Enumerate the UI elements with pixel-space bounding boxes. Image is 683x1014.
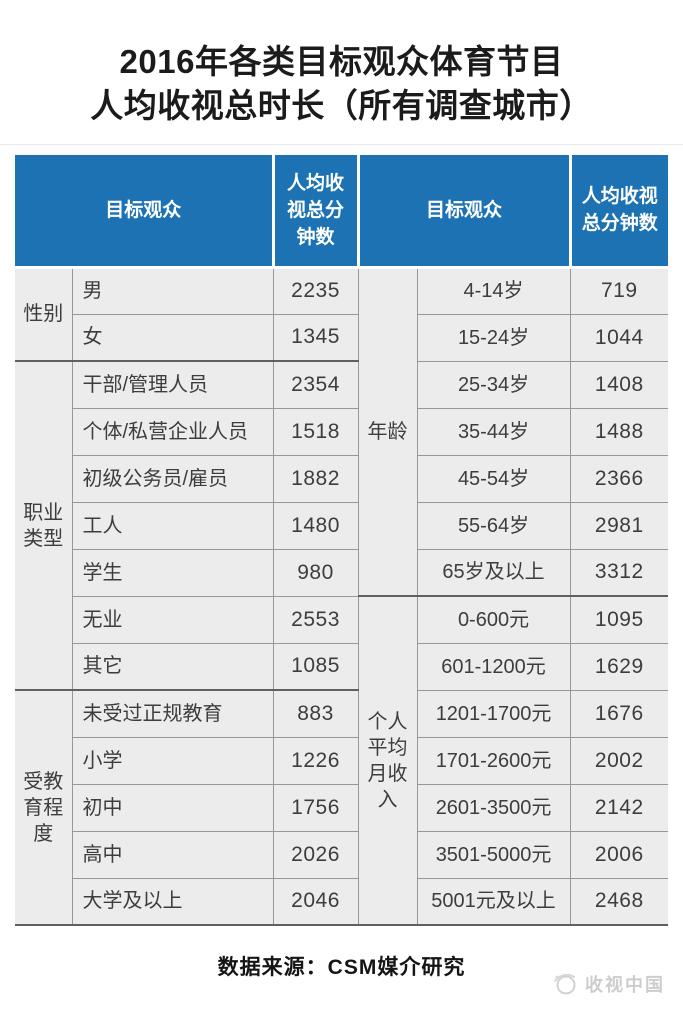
table-row: 其它 1085 601-1200元 1629 bbox=[15, 642, 669, 690]
value-cell-right: 1676 bbox=[569, 689, 669, 737]
table-row: 个体/私营企业人员 1518 35-44岁 1488 bbox=[15, 407, 669, 455]
group-label-left: 性别 bbox=[15, 266, 72, 361]
title-divider bbox=[0, 144, 683, 145]
category-cell-right: 65岁及以上 bbox=[416, 548, 571, 596]
table-row: 受教育程度 未受过正规教育 883 1201-1700元 1676 bbox=[15, 689, 669, 925]
data-source: 数据来源：CSM媒介研究 bbox=[217, 956, 466, 979]
category-cell-left: 男 bbox=[71, 266, 274, 314]
header-minutes-left: 人均收视总分钟数 bbox=[271, 155, 359, 269]
category-cell-right: 2601-3500元 bbox=[416, 783, 571, 831]
value-cell-left: 1345 bbox=[272, 313, 359, 361]
title-line-1: 2016年各类目标观众体育节目 bbox=[119, 43, 564, 80]
value-cell-left: 1085 bbox=[272, 642, 359, 690]
table-row: 无业 2553 个人平均月收入 0-600元 1095 bbox=[15, 595, 669, 925]
value-cell-left: 883 bbox=[272, 689, 359, 737]
value-cell-right: 1095 bbox=[569, 595, 669, 643]
category-cell-left: 未受过正规教育 bbox=[71, 689, 274, 737]
value-cell-left: 2046 bbox=[272, 877, 359, 925]
header-row: 目标观众 人均收视总分钟数 目标观众 人均收视总分钟数 bbox=[15, 155, 669, 269]
header-minutes-right: 人均收视总分钟数 bbox=[568, 155, 669, 269]
data-table: 目标观众 人均收视总分钟数 目标观众 人均收视总分钟数 性别男 2235 年龄 4-1… bbox=[15, 155, 669, 926]
category-cell-left: 学生 bbox=[71, 548, 274, 596]
category-cell-right: 5001元及以上 bbox=[416, 877, 571, 925]
value-cell-right: 2002 bbox=[569, 736, 669, 784]
table-row: 职业类型 干部/管理人员 2354 25-34岁 1408 bbox=[15, 360, 669, 690]
value-cell-right: 1408 bbox=[569, 360, 669, 408]
value-cell-right: 2468 bbox=[569, 877, 669, 925]
category-cell-left: 工人 bbox=[71, 501, 274, 549]
category-cell-right: 45-54岁 bbox=[416, 454, 571, 502]
table-body: 性别男 2235 年龄 4-14岁 719 女 1345 15-24岁 1044 职业类型 干部/管… bbox=[15, 266, 669, 925]
watermark: 收视中国 bbox=[552, 971, 665, 997]
group-label-left: 职业类型 bbox=[15, 360, 72, 690]
table-row: 大学及以上 2046 5001元及以上 2468 bbox=[15, 877, 669, 925]
value-cell-left: 1518 bbox=[272, 407, 359, 455]
value-cell-left: 2235 bbox=[272, 266, 359, 314]
category-cell-right: 15-24岁 bbox=[416, 313, 571, 361]
value-cell-left: 1882 bbox=[272, 454, 359, 502]
table-row: 工人 1480 55-64岁 2981 bbox=[15, 501, 669, 549]
category-cell-left: 初级公务员/雇员 bbox=[71, 454, 274, 502]
category-cell-right: 35-44岁 bbox=[416, 407, 571, 455]
watermark-text: 收视中国 bbox=[585, 975, 665, 995]
category-cell-right: 0-600元 bbox=[416, 595, 571, 643]
category-cell-right: 1701-2600元 bbox=[416, 736, 571, 784]
table-row: 高中 2026 3501-5000元 2006 bbox=[15, 830, 669, 878]
category-cell-right: 1201-1700元 bbox=[416, 689, 571, 737]
category-cell-left: 个体/私营企业人员 bbox=[71, 407, 274, 455]
category-cell-left: 无业 bbox=[71, 595, 274, 643]
value-cell-left: 1226 bbox=[272, 736, 359, 784]
table-header: 目标观众 人均收视总分钟数 目标观众 人均收视总分钟数 bbox=[15, 155, 669, 269]
category-cell-left: 高中 bbox=[71, 830, 274, 878]
globe-logo-icon bbox=[554, 973, 576, 995]
category-cell-left: 初中 bbox=[71, 783, 274, 831]
value-cell-right: 1488 bbox=[569, 407, 669, 455]
category-cell-left: 小学 bbox=[71, 736, 274, 784]
value-cell-left: 2026 bbox=[272, 830, 359, 878]
header-audience-right: 目标观众 bbox=[356, 155, 571, 269]
value-cell-left: 1480 bbox=[272, 501, 359, 549]
table-row: 性别男 2235 年龄 4-14岁 719 bbox=[15, 266, 669, 596]
category-cell-left: 干部/管理人员 bbox=[71, 360, 274, 408]
value-cell-left: 2553 bbox=[272, 595, 359, 643]
value-cell-left: 980 bbox=[272, 548, 359, 596]
value-cell-right: 1629 bbox=[569, 642, 669, 690]
category-cell-left: 其它 bbox=[71, 642, 274, 690]
category-cell-right: 601-1200元 bbox=[416, 642, 571, 690]
category-cell-right: 25-34岁 bbox=[416, 360, 571, 408]
table-row: 小学 1226 1701-2600元 2002 bbox=[15, 736, 669, 784]
title-line-2: 人均收视总时长（所有调查城市） bbox=[90, 87, 593, 124]
value-cell-right: 2366 bbox=[569, 454, 669, 502]
category-cell-right: 4-14岁 bbox=[416, 266, 571, 314]
table-row: 初中 1756 2601-3500元 2142 bbox=[15, 783, 669, 831]
category-cell-left: 女 bbox=[71, 313, 274, 361]
value-cell-right: 2006 bbox=[569, 830, 669, 878]
group-label-right: 年龄 bbox=[357, 266, 418, 596]
value-cell-right: 719 bbox=[569, 266, 669, 314]
value-cell-left: 1756 bbox=[272, 783, 359, 831]
category-cell-left: 大学及以上 bbox=[71, 877, 274, 925]
group-label-right: 个人平均月收入 bbox=[357, 595, 418, 925]
page-title: 2016年各类目标观众体育节目 人均收视总时长（所有调查城市） bbox=[0, 40, 683, 128]
table-row: 女 1345 15-24岁 1044 bbox=[15, 313, 669, 361]
value-cell-right: 3312 bbox=[569, 548, 669, 596]
table-row: 初级公务员/雇员 1882 45-54岁 2366 bbox=[15, 454, 669, 502]
value-cell-right: 2981 bbox=[569, 501, 669, 549]
category-cell-right: 3501-5000元 bbox=[416, 830, 571, 878]
value-cell-right: 1044 bbox=[569, 313, 669, 361]
group-label-left: 受教育程度 bbox=[15, 689, 72, 925]
table-row: 学生 980 65岁及以上 3312 bbox=[15, 548, 669, 596]
header-audience-left: 目标观众 bbox=[15, 155, 274, 269]
value-cell-left: 2354 bbox=[272, 360, 359, 408]
category-cell-right: 55-64岁 bbox=[416, 501, 571, 549]
value-cell-right: 2142 bbox=[569, 783, 669, 831]
